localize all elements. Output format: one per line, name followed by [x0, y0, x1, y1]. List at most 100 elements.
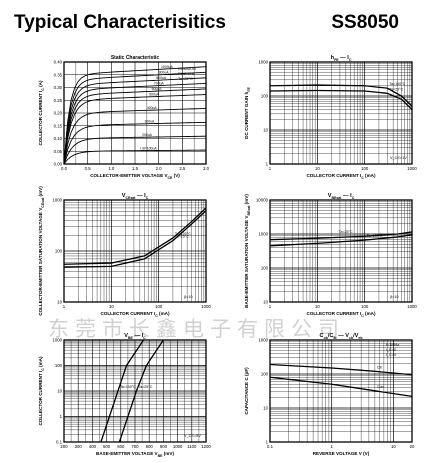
x-axis-unit: (V) — [362, 451, 370, 456]
x-axis-variable: I — [154, 311, 155, 316]
plot-frame — [269, 339, 413, 443]
y-tick-label: 10 — [57, 389, 62, 394]
y-tick-label: 1 — [60, 414, 63, 419]
x-axis-label-text: COLLECTOR CURRENT — [100, 311, 154, 316]
series-line — [269, 234, 413, 247]
title-subscript-3: eb — [358, 336, 362, 340]
x-axis-label-text: BASE-EMITTER VOLTAGE — [96, 451, 155, 456]
x-tick-label: 3.0 — [203, 166, 210, 171]
x-tick-label: 1 — [331, 444, 334, 449]
series-line — [269, 231, 413, 241]
series-line — [63, 94, 207, 165]
series-line — [63, 107, 207, 165]
x-axis-unit: (mA) — [364, 311, 376, 316]
x-axis-variable: I — [360, 173, 361, 178]
series-label: I_B=100uA — [140, 146, 158, 150]
series-label: Ta=100°C — [120, 385, 136, 389]
y-tick-label: 0.10 — [54, 136, 63, 141]
series-label: 400uA — [147, 106, 158, 110]
series-group — [269, 84, 413, 110]
x-axis-subscript: C — [361, 176, 364, 180]
x-tick-label: 500 — [103, 444, 111, 449]
x-tick-label: 1 — [269, 166, 272, 171]
plot-frame — [63, 199, 207, 303]
y-axis-variable: V — [38, 207, 43, 211]
x-tick-label: 10 — [315, 304, 320, 309]
x-tick-label: 10 — [315, 166, 320, 171]
x-tick-label: 1 — [63, 304, 66, 309]
x-tick-label: 1000 — [407, 166, 417, 171]
title-variable: V — [124, 333, 128, 339]
title-subscript-2: C — [143, 336, 146, 340]
watermark: 东莞市长鑫电子有限公司 — [48, 317, 345, 341]
title-dash: — V — [337, 333, 350, 339]
series-label: 500uA — [149, 93, 160, 97]
series-line — [63, 71, 207, 165]
x-axis-label: REVERSE VOLTAGE V (V) — [313, 451, 370, 456]
series-label: 800uA — [156, 76, 167, 80]
series-label: Ta=25°C — [389, 87, 403, 91]
x-axis-variable: V — [155, 451, 159, 456]
annotation-text: β=10 — [390, 295, 399, 299]
x-axis-label-text: REVERSE VOLTAGE — [313, 451, 359, 456]
y-axis-unit: (pF) — [244, 367, 249, 377]
series-line — [63, 210, 207, 268]
y-axis-label-text: COLLECTOR-EMITTER SATURATION VOLTAGE — [38, 211, 43, 316]
y-axis-unit: (mV) — [244, 194, 249, 206]
series-label: 300uA — [144, 120, 155, 124]
x-tick-label: 0.0 — [61, 166, 68, 171]
annotation-text: β=10 — [184, 295, 193, 299]
y-axis-variable: V — [244, 215, 249, 219]
y-axis-unit: (mV) — [38, 186, 43, 198]
x-axis-subscript: CE — [168, 176, 174, 180]
annotation-text: Ta=25°C — [178, 77, 193, 81]
chart-static-characteristic: 0.0 0.5 1.0 1.5 2.0 2.5 3.0 0.00 0.05 0.10 0.15 0.2… — [38, 55, 210, 180]
x-tick-label: 1000 — [407, 304, 417, 309]
x-axis-unit: (V) — [172, 173, 180, 178]
series-label: Ta=25°C — [175, 235, 189, 239]
y-tick-label: 10 — [263, 300, 268, 305]
x-tick-label: 1000 — [201, 304, 211, 309]
y-axis-label: COLLECTOR CURRENT IC (A) — [38, 80, 45, 145]
annotation-text: EMITTER — [178, 72, 195, 76]
x-axis-label: COLLECTOR CURRENT IC (mA) — [306, 173, 376, 180]
title-subscript-2: cb — [349, 336, 353, 340]
y-tick-label: 100 — [261, 266, 269, 271]
y-axis-label: DC CURRENT GAIN hFE — [244, 86, 251, 138]
page-title: Typical Characterisitics — [14, 12, 226, 33]
series-line — [63, 135, 207, 165]
x-axis-label-text: COLLECTOR CURRENT — [306, 311, 360, 316]
y-axis-variable: I — [38, 91, 43, 92]
x-axis-subscript: C — [155, 314, 158, 318]
grid-lines — [63, 340, 207, 443]
chart-title: Cob/Cib — Vcb/Veb — [320, 333, 363, 340]
title-mid: /C — [328, 333, 334, 339]
chart-vbe-ic: 200 300 400 500 600 700 800 900 1000 1100 12000.11… — [38, 333, 211, 458]
series-line — [63, 82, 207, 165]
y-tick-label: 10 — [263, 406, 268, 411]
chart-title: hFE — IC — [331, 55, 352, 62]
y-axis-unit: (A) — [38, 80, 43, 88]
series-line — [269, 376, 413, 398]
x-tick-label: 20 — [410, 444, 415, 449]
annotation-text: V_CE=5V — [184, 434, 201, 438]
series-line — [63, 77, 207, 165]
series-line — [63, 207, 207, 265]
title-subscript: ob — [324, 336, 328, 340]
annotation-text: I_E=0 — [386, 348, 396, 352]
y-tick-label: 1 — [266, 440, 269, 445]
title-subscript-b: ib — [333, 336, 336, 340]
y-axis-variable: C — [244, 377, 249, 381]
y-tick-label: 1 — [266, 162, 269, 167]
x-axis-variable: V — [164, 173, 168, 178]
x-tick-label: 800 — [146, 444, 154, 449]
x-tick-label: 1 — [269, 304, 272, 309]
grid-lines — [269, 62, 412, 165]
annotation-text: COMMON — [178, 67, 196, 71]
annotation-text: f=1MHz — [386, 343, 399, 347]
x-tick-label: 100 — [361, 304, 369, 309]
y-tick-label: 100 — [261, 372, 269, 377]
series-group — [63, 207, 207, 268]
